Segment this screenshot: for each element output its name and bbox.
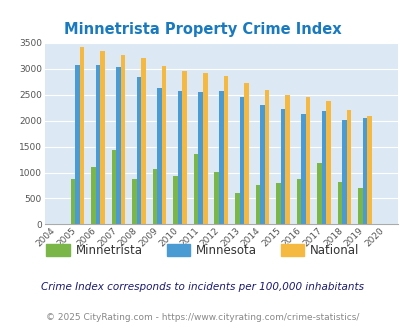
Bar	[239, 97, 243, 224]
Bar	[367, 116, 371, 224]
Bar	[136, 77, 141, 224]
Bar	[260, 105, 264, 224]
Bar	[234, 193, 239, 224]
Bar	[157, 88, 162, 224]
Bar	[214, 172, 218, 224]
Bar	[357, 187, 362, 224]
Bar	[316, 163, 321, 224]
Bar	[284, 95, 289, 224]
Bar	[177, 91, 182, 224]
Bar	[198, 92, 202, 224]
Text: Crime Index corresponds to incidents per 100,000 inhabitants: Crime Index corresponds to incidents per…	[41, 282, 364, 292]
Bar	[116, 67, 121, 224]
Bar	[346, 110, 350, 224]
Bar	[296, 179, 301, 224]
Bar	[341, 120, 346, 224]
Bar	[141, 58, 145, 224]
Bar	[305, 97, 309, 224]
Bar	[132, 179, 136, 224]
Bar	[255, 185, 260, 224]
Bar	[264, 89, 269, 224]
Bar	[91, 167, 96, 224]
Bar	[96, 65, 100, 224]
Bar	[325, 102, 330, 224]
Bar	[223, 76, 228, 224]
Bar	[275, 183, 280, 224]
Bar	[111, 150, 116, 224]
Bar	[202, 74, 207, 224]
Bar	[121, 55, 125, 224]
Bar	[162, 66, 166, 224]
Text: © 2025 CityRating.com - https://www.cityrating.com/crime-statistics/: © 2025 CityRating.com - https://www.city…	[46, 313, 359, 322]
Bar	[194, 154, 198, 224]
Bar	[243, 83, 248, 224]
Bar	[218, 91, 223, 224]
Bar	[70, 179, 75, 224]
Bar	[100, 51, 104, 224]
Bar	[75, 65, 79, 224]
Bar	[182, 71, 187, 224]
Bar	[79, 47, 84, 224]
Bar	[173, 176, 177, 224]
Bar	[153, 169, 157, 224]
Bar	[280, 109, 284, 224]
Bar	[362, 117, 367, 224]
Bar	[321, 111, 325, 224]
Bar	[301, 114, 305, 224]
Text: Minnetrista Property Crime Index: Minnetrista Property Crime Index	[64, 22, 341, 37]
Bar	[337, 182, 341, 224]
Legend: Minnetrista, Minnesota, National: Minnetrista, Minnesota, National	[42, 240, 363, 262]
